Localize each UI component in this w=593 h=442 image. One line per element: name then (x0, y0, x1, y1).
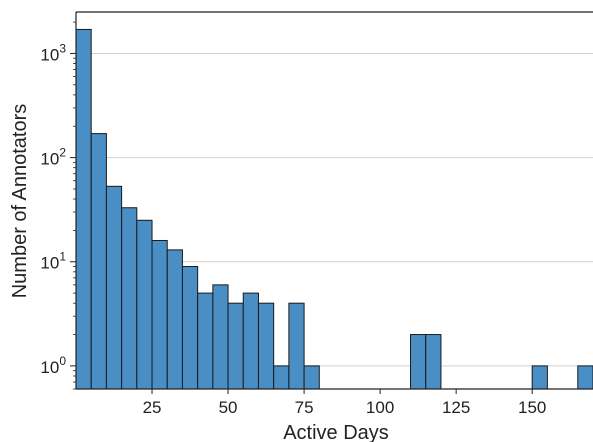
x-tick-label-5: 150 (518, 398, 546, 417)
histogram-bar-5 (151, 239, 168, 390)
histogram-bar-17 (425, 334, 442, 390)
axes (75, 11, 593, 390)
histogram-bar-11 (242, 292, 259, 390)
x-tick-label-2: 75 (295, 398, 314, 417)
histogram-bar-10 (227, 302, 244, 390)
histogram-bar-13 (273, 365, 290, 390)
y-tick-label-2: 102 (40, 146, 66, 169)
histogram-bar-12 (257, 302, 275, 390)
histogram-bar-3 (121, 207, 138, 390)
histogram-bar-7 (181, 266, 199, 390)
histogram-bar-19 (577, 365, 593, 390)
histogram-bar-9 (212, 284, 229, 390)
y-axis-ticks: 100 101 102 103 (40, 21, 76, 390)
y-tick-label-1: 101 (40, 250, 66, 273)
histogram-bar-15 (303, 365, 320, 390)
x-tick-label-1: 50 (219, 398, 238, 417)
histogram-bars (75, 28, 593, 390)
histogram-bar-16 (410, 334, 427, 390)
y-axis-label: Number of Annotators (9, 104, 31, 299)
x-tick-label-3: 100 (366, 398, 394, 417)
histogram-bar-0 (75, 28, 92, 390)
x-tick-label-4: 125 (442, 398, 470, 417)
y-tick-label-0: 100 (40, 354, 66, 377)
histogram-bar-1 (90, 133, 107, 390)
x-tick-label-0: 25 (143, 398, 162, 417)
histogram-bar-2 (105, 185, 123, 390)
x-axis-label: Active Days (283, 422, 389, 442)
histogram-bar-4 (136, 219, 153, 390)
histogram-bar-18 (531, 365, 548, 390)
histogram-bar-14 (288, 302, 305, 390)
y-tick-label-3: 103 (40, 41, 66, 64)
x-axis-ticks: 25 50 75 100 125 150 (143, 389, 546, 417)
histogram-bar-8 (197, 292, 214, 390)
histogram-bar-6 (166, 249, 183, 390)
